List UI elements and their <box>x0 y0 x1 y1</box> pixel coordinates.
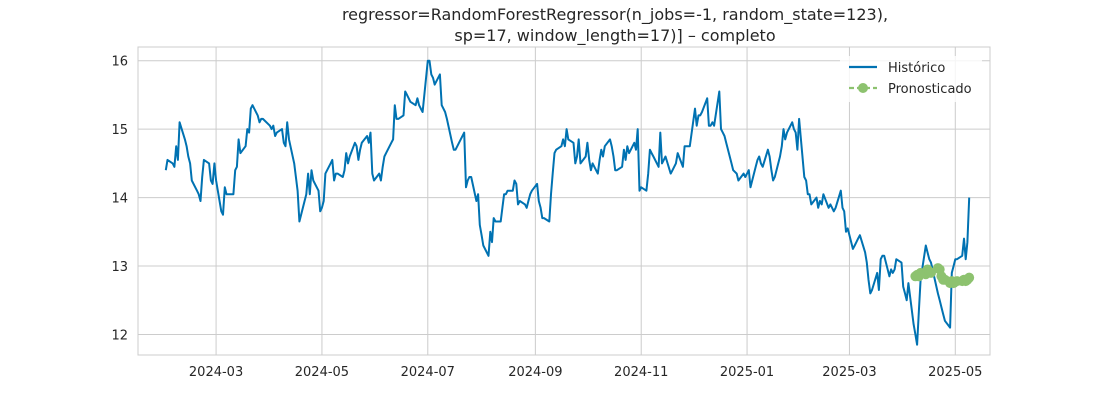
legend-label-historico: Histórico <box>888 61 945 76</box>
x-tick-label: 2025-03 <box>822 365 876 380</box>
x-tick-label: 2024-03 <box>189 365 243 380</box>
y-axis: 12 13 14 15 16 <box>111 55 128 344</box>
x-axis: 2024-03 2024-05 2024-07 2024-09 2024-11 2025-… <box>189 365 983 380</box>
legend: Histórico Pronosticado <box>840 56 982 102</box>
forecast-point <box>964 272 975 283</box>
plot-area-frame <box>137 46 991 356</box>
legend-label-pronosticado: Pronosticado <box>888 82 972 97</box>
legend-box <box>840 56 982 102</box>
y-tick-label: 12 <box>111 328 128 343</box>
y-tick-label: 15 <box>111 123 128 138</box>
y-tick-label: 14 <box>111 192 128 207</box>
y-tick-label: 13 <box>111 260 128 275</box>
x-tick-label: 2024-09 <box>508 365 562 380</box>
chart-title-line-2: sp=17, window_length=17)] – completo <box>454 26 775 46</box>
y-tick-label: 16 <box>111 55 128 70</box>
x-tick-label: 2025-01 <box>720 365 774 380</box>
series-layer <box>164 59 975 346</box>
x-tick-label: 2024-11 <box>614 365 668 380</box>
x-tick-label: 2025-05 <box>928 365 982 380</box>
x-tick-label: 2024-07 <box>401 365 455 380</box>
series-line-historico <box>164 59 971 346</box>
x-tick-label: 2024-05 <box>295 365 349 380</box>
chart-title-line-1: regressor=RandomForestRegressor(n_jobs=-… <box>342 5 888 25</box>
legend-swatch-pronosticado-marker <box>858 83 868 93</box>
